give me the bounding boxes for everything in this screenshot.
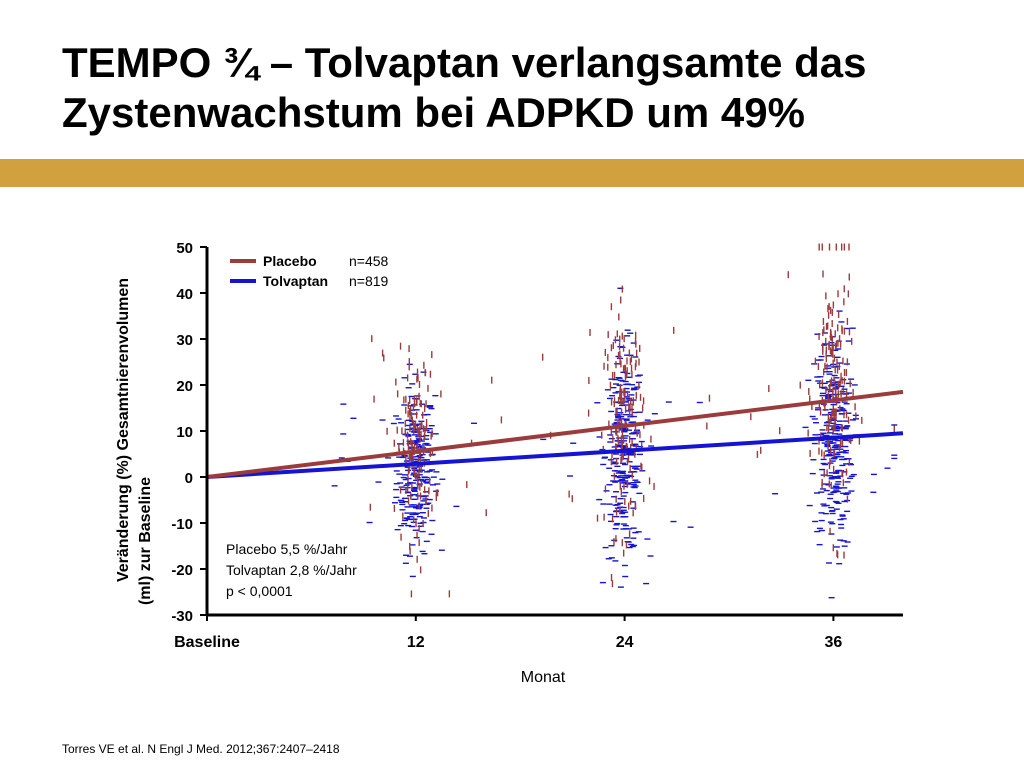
y-axis-label-line-1: Veränderung (%) Gesamtnierenvolumen xyxy=(115,278,132,582)
legend-n-tolvaptan: n=819 xyxy=(349,273,389,289)
x-tick-label: 24 xyxy=(616,634,634,651)
x-tick-label: Baseline xyxy=(174,634,240,651)
stats-annotation: Placebo 5,5 %/Jahr Tolvaptan 2,8 %/Jahr … xyxy=(226,541,357,599)
legend: Placebo n=458 Tolvaptan n=819 xyxy=(230,253,389,289)
trend-lines-layer xyxy=(206,389,904,479)
y-tick-label: 10 xyxy=(176,424,193,441)
y-tick-label: 20 xyxy=(176,378,193,395)
placebo-trend-line xyxy=(206,389,904,479)
slide-title-line-1: TEMPO ¾ – Tolvaptan verlangsamte das xyxy=(62,39,867,86)
y-tick-label: 40 xyxy=(176,286,193,303)
y-tick-label: 0 xyxy=(185,470,193,487)
data-points-layer xyxy=(331,243,898,616)
x-tick-label: 12 xyxy=(407,634,425,651)
slide-title: TEMPO ¾ – Tolvaptan verlangsamte das Zys… xyxy=(62,38,1002,138)
y-tick-label: -20 xyxy=(171,562,193,579)
legend-label-placebo: Placebo xyxy=(263,253,317,269)
y-tick-label: 50 xyxy=(176,240,193,257)
slide-title-line-2: Zystenwachstum bei ADPKD um 49% xyxy=(62,89,805,136)
axes-layer: 50 40 30 20 10 0 -10 -20 -30 Baseline 12 24 36 xyxy=(171,240,903,651)
tolvaptan-trend-line xyxy=(206,431,904,479)
x-tick-label: 36 xyxy=(825,634,843,651)
annotation-tolvaptan-rate: Tolvaptan 2,8 %/Jahr xyxy=(226,562,357,578)
y-tick-label: -10 xyxy=(171,516,193,533)
legend-label-tolvaptan: Tolvaptan xyxy=(263,273,328,289)
x-axis-label: Monat xyxy=(521,669,566,686)
annotation-p-value: p < 0,0001 xyxy=(226,583,293,599)
accent-bar xyxy=(0,159,1024,187)
y-tick-label: 30 xyxy=(176,332,193,349)
citation: Torres VE et al. N Engl J Med. 2012;367:… xyxy=(62,742,340,756)
legend-n-placebo: n=458 xyxy=(349,253,389,269)
y-axis-label-line-2: (ml) zur Baseline xyxy=(137,477,154,605)
y-tick-label: -30 xyxy=(171,608,193,625)
annotation-placebo-rate: Placebo 5,5 %/Jahr xyxy=(226,541,348,557)
